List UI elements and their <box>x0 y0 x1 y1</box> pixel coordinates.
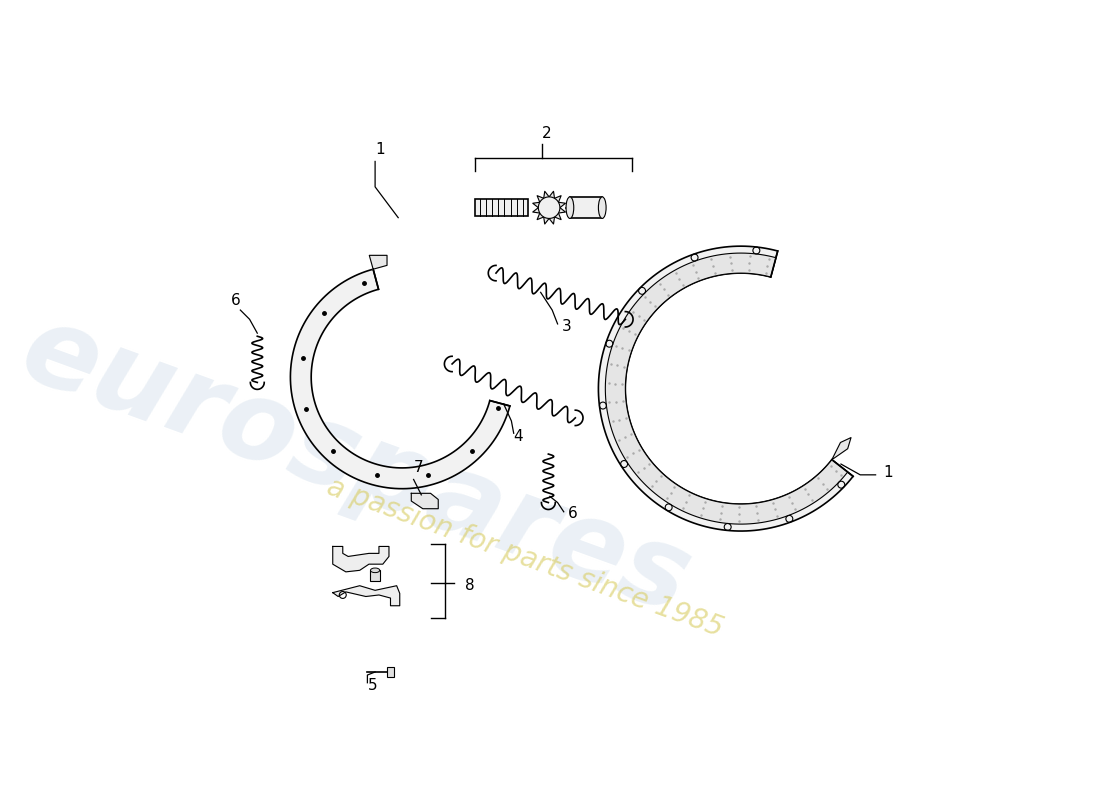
Text: 1: 1 <box>883 465 893 480</box>
Text: 2: 2 <box>542 126 552 142</box>
Polygon shape <box>549 217 554 224</box>
Text: 8: 8 <box>465 578 475 594</box>
Polygon shape <box>832 438 851 460</box>
Polygon shape <box>554 196 561 202</box>
Ellipse shape <box>566 197 574 218</box>
Polygon shape <box>537 196 543 202</box>
Polygon shape <box>537 213 543 220</box>
FancyBboxPatch shape <box>570 197 603 218</box>
Polygon shape <box>290 270 510 489</box>
Ellipse shape <box>598 197 606 218</box>
Text: eurospares: eurospares <box>8 295 704 636</box>
Polygon shape <box>598 246 854 531</box>
Polygon shape <box>411 494 438 509</box>
Ellipse shape <box>371 568 380 573</box>
Polygon shape <box>332 546 389 572</box>
Polygon shape <box>605 253 848 524</box>
Text: 1: 1 <box>375 142 385 157</box>
Polygon shape <box>543 217 549 224</box>
FancyBboxPatch shape <box>475 199 528 216</box>
Polygon shape <box>532 208 540 213</box>
Text: 3: 3 <box>562 319 572 334</box>
Polygon shape <box>554 213 561 220</box>
Text: a passion for parts since 1985: a passion for parts since 1985 <box>323 473 727 643</box>
Polygon shape <box>543 191 549 198</box>
Bar <box>387 666 394 678</box>
Polygon shape <box>559 202 565 208</box>
Text: 6: 6 <box>568 506 578 521</box>
Circle shape <box>538 197 560 218</box>
Polygon shape <box>559 208 565 213</box>
Polygon shape <box>549 191 554 198</box>
Text: 7: 7 <box>414 460 424 474</box>
Polygon shape <box>532 202 540 208</box>
Polygon shape <box>370 255 387 270</box>
Text: 4: 4 <box>514 429 524 444</box>
Polygon shape <box>332 586 399 606</box>
Text: 5: 5 <box>367 678 377 694</box>
Text: 6: 6 <box>231 294 241 309</box>
Bar <box>371 570 380 581</box>
